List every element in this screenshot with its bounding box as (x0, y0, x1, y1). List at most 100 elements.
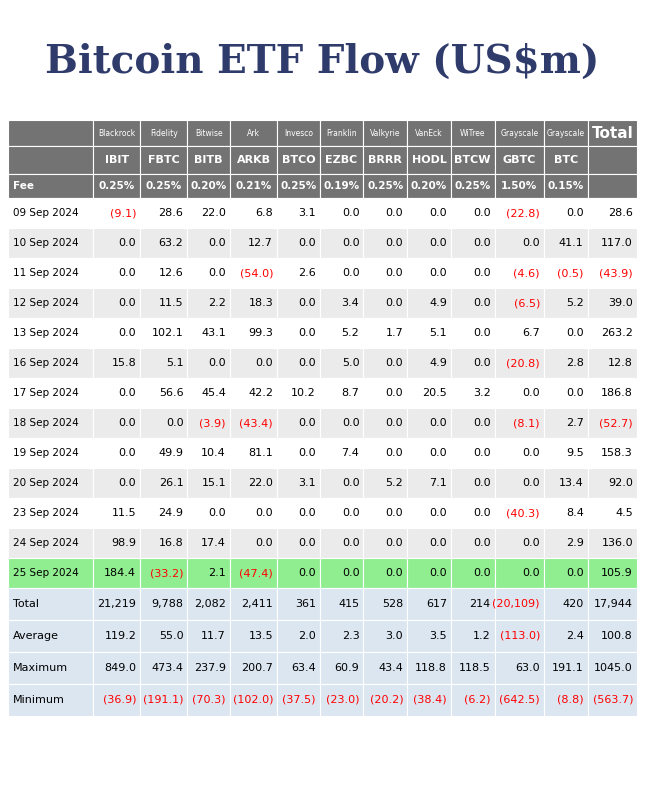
Text: 0.0: 0.0 (119, 478, 136, 488)
Text: 21,219: 21,219 (97, 599, 136, 609)
Bar (277, 528, 320, 558)
Bar (407, 498, 451, 528)
Text: 118.8: 118.8 (415, 663, 447, 673)
Bar (588, 652, 637, 684)
Text: 0.0: 0.0 (298, 508, 315, 518)
Bar (451, 228, 495, 258)
Text: 11.5: 11.5 (159, 298, 183, 308)
Bar (230, 652, 277, 684)
Bar (407, 468, 451, 498)
Bar (495, 468, 544, 498)
Text: 22.0: 22.0 (201, 208, 226, 218)
Bar (320, 120, 363, 146)
Text: (43.9): (43.9) (599, 268, 633, 278)
Text: (33.2): (33.2) (150, 568, 183, 578)
Text: 23 Sep 2024: 23 Sep 2024 (13, 508, 79, 518)
Text: (0.5): (0.5) (557, 268, 584, 278)
Bar (141, 146, 188, 174)
Text: 5.2: 5.2 (566, 298, 584, 308)
Text: Valkyrie: Valkyrie (370, 128, 401, 138)
Bar (588, 684, 637, 716)
Bar (544, 498, 588, 528)
Bar (495, 258, 544, 288)
Text: (9.1): (9.1) (110, 208, 136, 218)
Bar (188, 652, 230, 684)
Bar (277, 146, 320, 174)
Bar (363, 684, 407, 716)
Text: BRRR: BRRR (368, 155, 402, 165)
Text: 20 Sep 2024: 20 Sep 2024 (13, 478, 79, 488)
Bar (363, 174, 407, 198)
Bar (230, 258, 277, 288)
Text: Maximum: Maximum (13, 663, 68, 673)
Bar (363, 498, 407, 528)
Bar (141, 408, 188, 438)
Bar (188, 146, 230, 174)
Bar (588, 498, 637, 528)
Text: Invesco: Invesco (284, 128, 313, 138)
Bar (451, 146, 495, 174)
Text: 0.0: 0.0 (386, 418, 403, 428)
Bar (188, 318, 230, 348)
Text: 0.0: 0.0 (255, 538, 273, 548)
Text: 25 Sep 2024: 25 Sep 2024 (13, 568, 79, 578)
Text: 0.0: 0.0 (386, 298, 403, 308)
Text: 49.9: 49.9 (159, 448, 183, 458)
Bar (320, 146, 363, 174)
Text: 0.0: 0.0 (522, 478, 540, 488)
Text: 0.0: 0.0 (430, 538, 447, 548)
Bar (588, 408, 637, 438)
Bar (544, 228, 588, 258)
Bar (495, 228, 544, 258)
Bar (277, 468, 320, 498)
Bar (588, 198, 637, 228)
Text: 0.19%: 0.19% (324, 181, 360, 191)
Bar (230, 588, 277, 620)
Bar (544, 378, 588, 408)
Bar (277, 378, 320, 408)
Text: 415: 415 (338, 599, 359, 609)
Text: 0.20%: 0.20% (411, 181, 447, 191)
Text: 0.0: 0.0 (473, 508, 491, 518)
Bar (230, 468, 277, 498)
Text: 0.0: 0.0 (342, 208, 359, 218)
Text: 117.0: 117.0 (601, 238, 633, 248)
Bar (230, 620, 277, 652)
Bar (588, 120, 637, 146)
Text: 0.0: 0.0 (298, 448, 315, 458)
Text: 0.0: 0.0 (298, 418, 315, 428)
Text: Bitwise: Bitwise (195, 128, 223, 138)
Text: FBTC: FBTC (148, 155, 180, 165)
Text: 0.0: 0.0 (119, 268, 136, 278)
Bar (94, 378, 141, 408)
Bar (588, 258, 637, 288)
Text: 0.0: 0.0 (430, 418, 447, 428)
Text: 0.0: 0.0 (522, 538, 540, 548)
Text: 1045.0: 1045.0 (594, 663, 633, 673)
Bar (407, 258, 451, 288)
Text: 39.0: 39.0 (608, 298, 633, 308)
Text: 0.0: 0.0 (255, 358, 273, 368)
Text: (36.9): (36.9) (103, 695, 136, 705)
Bar (320, 228, 363, 258)
Bar (544, 558, 588, 588)
Text: 28.6: 28.6 (608, 208, 633, 218)
Text: 0.0: 0.0 (298, 568, 315, 578)
Bar (588, 438, 637, 468)
Text: 184.4: 184.4 (104, 568, 136, 578)
Text: 56.6: 56.6 (159, 388, 183, 398)
Bar (451, 258, 495, 288)
Text: 6.7: 6.7 (522, 328, 540, 338)
Bar (94, 588, 141, 620)
Bar (94, 558, 141, 588)
Bar (544, 318, 588, 348)
Bar (451, 620, 495, 652)
Bar (8, 558, 94, 588)
Text: 528: 528 (382, 599, 403, 609)
Text: 10.2: 10.2 (291, 388, 315, 398)
Text: 18 Sep 2024: 18 Sep 2024 (13, 418, 79, 428)
Text: 81.1: 81.1 (248, 448, 273, 458)
Bar (94, 228, 141, 258)
Bar (277, 652, 320, 684)
Text: (6.2): (6.2) (464, 695, 491, 705)
